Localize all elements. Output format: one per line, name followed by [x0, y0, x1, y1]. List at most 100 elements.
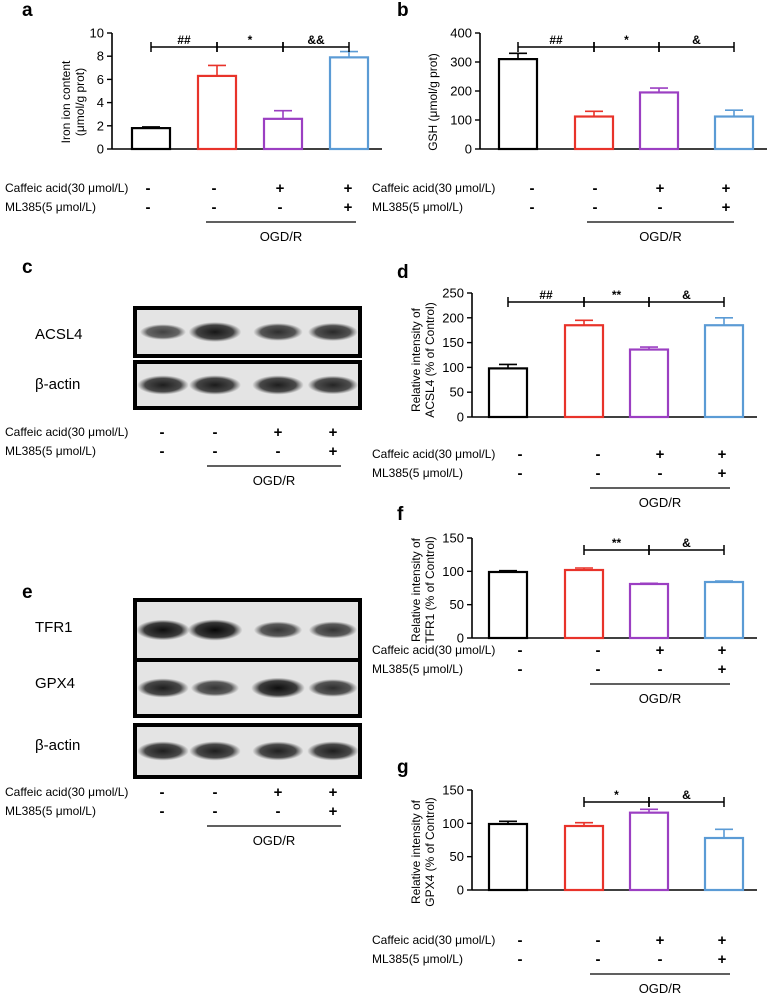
- caffeic-sign: -: [593, 180, 598, 197]
- chart-a-sig-label: &&: [307, 33, 325, 47]
- chart-a-ytick-label: 4: [97, 95, 104, 110]
- chart-d-sig-label: ##: [539, 288, 553, 302]
- blot-band: [137, 678, 189, 698]
- chart-g-sig-label: *: [614, 788, 619, 802]
- caffeic-sign: -: [213, 784, 218, 801]
- ml385-sign: -: [658, 199, 663, 216]
- ogdr-group-label: OGD/R: [639, 229, 682, 244]
- chart-d-ytick-label: 0: [457, 410, 464, 425]
- caffeic-sign: +: [718, 446, 727, 463]
- ml385-row-label: ML385(5 μmol/L): [5, 200, 96, 214]
- chart-b-ytick-label: 100: [450, 113, 472, 128]
- chart-g-ytick-label: 50: [450, 849, 464, 864]
- blot-c-2: [133, 360, 362, 410]
- caffeic-sign: -: [530, 180, 535, 197]
- chart-f-sig-label: &: [682, 536, 691, 550]
- blot-e-label-gpx4: GPX4: [35, 675, 75, 692]
- chart-a-ytick-label: 10: [90, 26, 104, 41]
- chart-d-sig-label: &: [682, 288, 691, 302]
- ml385-row-label: ML385(5 μmol/L): [372, 662, 463, 676]
- chart-a-ytick-label: 8: [97, 49, 104, 64]
- ml385-sign: -: [596, 465, 601, 482]
- ogdr-group-label: OGD/R: [639, 981, 682, 996]
- panel-g-ylabel-2: GPX4 (% of Control): [423, 797, 437, 906]
- chart-d-bar: [563, 324, 605, 419]
- chart-a-sig-label: *: [248, 33, 253, 47]
- ml385-row-label: ML385(5 μmol/L): [372, 952, 463, 966]
- chart-f-bar: [487, 570, 529, 640]
- caffeic-sign: +: [722, 180, 731, 197]
- blot-e-3: [133, 723, 362, 779]
- chart-d-bar: [703, 324, 745, 419]
- chart-g-bar: [487, 822, 529, 892]
- blot-band: [187, 619, 243, 641]
- blot-band: [252, 741, 304, 761]
- caffeic-sign: +: [344, 180, 353, 197]
- ml385-sign: -: [276, 443, 281, 460]
- panel-f-ylabel-1: Relative intensity of: [409, 537, 423, 642]
- blot-c-label-acsl4: ACSL4: [35, 326, 83, 343]
- ml385-sign: -: [658, 951, 663, 968]
- ml385-row-label: ML385(5 μmol/L): [372, 200, 463, 214]
- blot-band: [308, 322, 358, 342]
- chart-f-ytick-label: 50: [450, 597, 464, 612]
- blot-band: [189, 741, 241, 761]
- panel-letter-g: g: [397, 757, 409, 778]
- panel-b-ylabel: GSH (μmol/g prot): [426, 53, 440, 151]
- panel-d-ylabel-1: Relative intensity of: [409, 307, 423, 412]
- ogdr-group-label: OGD/R: [253, 473, 296, 488]
- chart-b-sig-label: ##: [549, 33, 563, 47]
- chart-d-ytick-label: 100: [442, 360, 464, 375]
- chart-b-sig-label: &: [692, 33, 701, 47]
- chart-g-ytick-label: 150: [442, 783, 464, 798]
- chart-f-bar: [628, 582, 670, 640]
- ml385-sign: -: [593, 199, 598, 216]
- treatment-table-d: Caffeic acid(30 μmol/L) ML385(5 μmol/L) - -…: [372, 446, 730, 510]
- treatment-table-g: Caffeic acid(30 μmol/L) ML385(5 μmol/L) - -…: [372, 932, 730, 996]
- blot-band: [190, 679, 240, 697]
- caffeic-sign: -: [596, 446, 601, 463]
- panel-f-ylabel-2: TFR1 (% of Control): [423, 536, 437, 643]
- chart-a-bar: [196, 74, 238, 151]
- blot-e-2: [133, 658, 362, 718]
- caffeic-acid-row-label: Caffeic acid(30 μmol/L): [5, 425, 128, 439]
- caffeic-sign: +: [276, 180, 285, 197]
- blot-band: [252, 375, 304, 395]
- chart-a-bar: [130, 127, 172, 151]
- chart-a-bar: [328, 56, 370, 151]
- ogdr-group-label: OGD/R: [253, 833, 296, 848]
- treatment-table-b: Caffeic acid(30 μmol/L) ML385(5 μmol/L) - -…: [372, 180, 734, 244]
- blot-c-1: [133, 306, 362, 358]
- chart-f-bar: [703, 580, 745, 640]
- chart-d-bar: [628, 348, 670, 419]
- chart-a-sig-label: ##: [177, 33, 191, 47]
- ml385-sign: +: [718, 661, 727, 678]
- treatment-table-c: Caffeic acid(30 μmol/L) ML385(5 μmol/L) - -…: [5, 424, 341, 488]
- chart-a-ytick-label: 0: [97, 142, 104, 157]
- chart-a-ytick-label: 2: [97, 118, 104, 133]
- blot-band: [308, 679, 358, 697]
- ml385-sign: -: [596, 951, 601, 968]
- caffeic-sign: +: [656, 180, 665, 197]
- ogdr-group-label: OGD/R: [260, 229, 303, 244]
- chart-d: 0 50 100 150 200 250 ## ** &: [442, 286, 757, 425]
- chart-b-ytick-label: 400: [450, 26, 472, 41]
- chart-b-bar: [638, 91, 680, 151]
- caffeic-sign: -: [518, 642, 523, 659]
- panel-letter-b: b: [397, 0, 409, 21]
- chart-b-bar: [497, 57, 539, 151]
- ml385-sign: +: [329, 443, 338, 460]
- chart-a-bar: [262, 117, 304, 151]
- ml385-sign: +: [718, 465, 727, 482]
- caffeic-acid-row-label: Caffeic acid(30 μmol/L): [372, 933, 495, 947]
- ml385-sign: -: [276, 803, 281, 820]
- chart-f-ytick-label: 0: [457, 631, 464, 646]
- chart-g-sig-label: &: [682, 788, 691, 802]
- ml385-sign: +: [722, 199, 731, 216]
- ml385-sign: -: [518, 661, 523, 678]
- blot-band: [188, 375, 242, 395]
- blot-e-label-tfr1: TFR1: [35, 619, 73, 636]
- caffeic-sign: -: [518, 446, 523, 463]
- panel-a-ylabel-1: Iron ion content: [59, 60, 73, 143]
